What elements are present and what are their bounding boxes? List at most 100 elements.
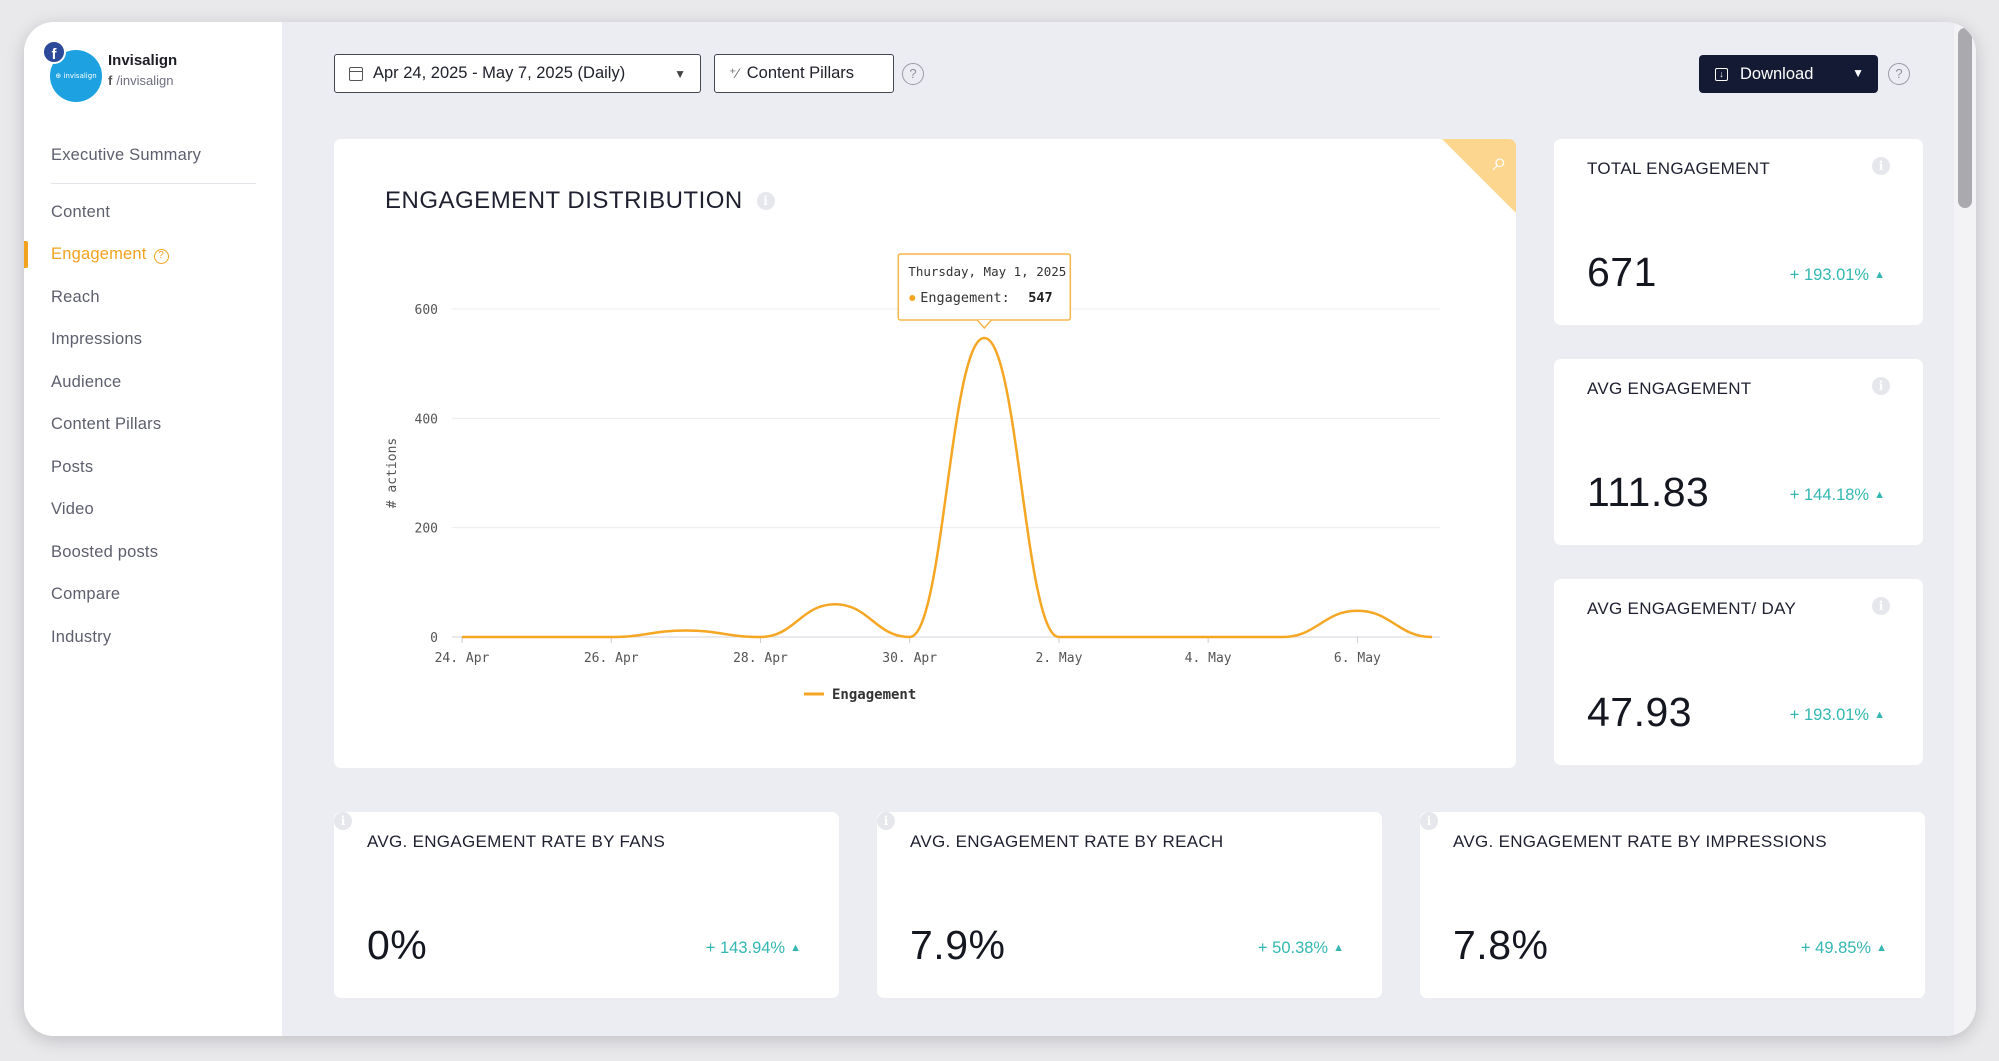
help-icon[interactable]: ? [902,63,924,85]
info-icon[interactable]: i [1872,157,1890,175]
download-button[interactable]: ↓ Download ▼ [1699,55,1878,93]
download-dropdown-icon[interactable]: ▼ [1852,66,1864,80]
kpi-card: TOTAL ENGAGEMENT i 671 + 193.01% ▲ [1554,139,1923,325]
y-axis-label: # actions [385,438,400,508]
engagement-distribution-card: ENGAGEMENT DISTRIBUTION i ⌕ 0 200 400 600 # a… [334,139,1516,768]
kpi-delta-text: + 193.01% [1789,266,1870,284]
y-tick-label: 200 [415,522,438,537]
tooltip-value: 547 [1028,290,1052,306]
x-tick-label: 6. May [1334,651,1381,666]
profile-name: Invisalign [108,52,178,69]
trend-up-icon: ▲ [1876,942,1887,954]
sidebar-item-label: Executive Summary [51,146,202,164]
y-tick-label: 0 [430,631,438,646]
sidebar-nav: Executive Summary Content Engagement? Reach… [24,134,282,658]
sidebar-item-label: Boosted posts [51,542,159,561]
sidebar-item-posts[interactable]: Posts [24,446,282,489]
kpi-delta: + 193.01% ▲ [1790,266,1885,285]
sidebar-item-label: Content Pillars [51,415,162,433]
sidebar-item-label: Impressions [51,330,143,348]
kpi-value: 111.83 [1587,469,1710,515]
engagement-line-chart[interactable]: 0 200 400 600 # actions 24. Apr 26. Apr 28. Apr… [334,139,1516,768]
rate-delta-text: + 49.85% [1800,939,1872,957]
engagement-series-line[interactable] [462,336,1433,639]
kpi-card: AVG ENGAGEMENT i 111.83 + 144.18% ▲ [1554,359,1923,545]
sidebar-item-label: Compare [51,585,121,603]
rate-delta-text: + 50.38% [1257,939,1329,957]
kpi-card: AVG ENGAGEMENT/ DAY i 47.93 + 193.01% ▲ [1554,579,1923,765]
sidebar: ⊕ invisalign f Invisalign f/invisalign E… [24,22,282,1036]
sidebar-item-impressions[interactable]: Impressions [24,318,282,361]
info-icon[interactable]: i [334,812,352,830]
sidebar-item-content[interactable]: Content [24,191,282,234]
zoom-corner[interactable] [1442,139,1516,213]
kpi-value: 671 [1587,249,1657,295]
facebook-icon: f [42,40,66,64]
sidebar-item-label: Engagement [51,245,147,263]
download-help-icon[interactable]: ? [1888,63,1910,85]
sidebar-item-industry[interactable]: Industry [24,616,282,659]
trend-up-icon: ▲ [1874,269,1885,281]
sidebar-item-reach[interactable]: Reach [24,276,282,319]
y-tick-label: 400 [415,412,438,427]
app-window: ⊕ invisalign f Invisalign f/invisalign E… [24,22,1976,1036]
sidebar-item-label: Posts [51,457,94,476]
rate-delta: + 50.38% ▲ [1258,939,1344,958]
x-tick-label: 26. Apr [584,651,639,666]
sparkle-icon: ⁺⁄ [729,65,739,81]
date-range-picker[interactable]: Apr 24, 2025 - May 7, 2025 (Daily) ▼ [334,54,701,93]
legend-label[interactable]: Engagement [832,687,916,703]
tooltip-label: Engagement: [920,290,1009,306]
kpi-title: AVG ENGAGEMENT [1587,379,1752,398]
sidebar-item-compare[interactable]: Compare [24,573,282,616]
tooltip-date: Thursday, May 1, 2025 [908,264,1066,279]
x-tick-label: 24. Apr [435,651,490,666]
rate-value: 0% [367,922,428,968]
kpi-delta: + 144.18% ▲ [1790,486,1885,505]
kpi-delta-text: + 193.01% [1789,706,1870,724]
facebook-mini-icon: f [108,73,113,88]
x-tick-label: 2. May [1035,651,1082,666]
trend-up-icon: ▲ [1874,709,1885,721]
rate-value: 7.9% [910,922,1006,968]
info-icon[interactable]: i [1872,597,1890,615]
kpi-title: TOTAL ENGAGEMENT [1587,159,1771,178]
sidebar-item-label: Video [51,500,94,518]
info-icon[interactable]: i [877,812,895,830]
sidebar-item-engagement[interactable]: Engagement? [24,233,282,276]
date-range-label: Apr 24, 2025 - May 7, 2025 (Daily) [373,64,626,82]
rate-delta: + 49.85% ▲ [1801,939,1887,958]
profile-handle: f/invisalign [108,73,173,88]
chart-title-text: ENGAGEMENT DISTRIBUTION [385,187,743,214]
x-tick-label: 28. Apr [733,651,788,666]
engagement-rate-card: AVG. ENGAGEMENT RATE BY IMPRESSIONS i 7.8%… [1420,812,1925,998]
kpi-delta: + 193.01% ▲ [1790,706,1885,725]
sidebar-item-label: Audience [51,372,122,391]
x-tick-label: 30. Apr [882,651,937,666]
trend-up-icon: ▲ [1874,489,1885,501]
sidebar-item-audience[interactable]: Audience [24,361,282,404]
rate-title: AVG. ENGAGEMENT RATE BY REACH [910,832,1224,851]
content-pillars-button[interactable]: ⁺⁄ Content Pillars [714,54,894,93]
rate-delta-text: + 143.94% [705,939,786,957]
scrollbar-thumb[interactable] [1958,28,1972,208]
info-icon[interactable]: i [1872,377,1890,395]
profile-header[interactable]: ⊕ invisalign f Invisalign f/invisalign [42,40,274,120]
sidebar-item-label: Reach [51,287,100,306]
sidebar-item-label: Content [51,202,111,221]
sidebar-item-executive-summary[interactable]: Executive Summary [24,134,282,183]
info-icon[interactable]: i [756,192,775,210]
sidebar-item-boosted-posts[interactable]: Boosted posts [24,531,282,574]
x-tick-label: 4. May [1185,651,1232,666]
download-icon: ↓ [1715,67,1728,81]
sidebar-item-content-pillars[interactable]: Content Pillars [24,403,282,446]
help-icon[interactable]: ? [153,249,169,264]
tooltip-pointer [976,319,992,330]
calendar-icon [349,66,363,81]
search-icon[interactable]: ⌕ [1492,146,1507,176]
info-icon[interactable]: i [1420,812,1438,830]
tooltip-dot [909,294,916,301]
scrollbar[interactable] [1954,22,1976,1036]
chart-title: ENGAGEMENT DISTRIBUTION i [385,187,775,215]
sidebar-item-video[interactable]: Video [24,488,282,531]
